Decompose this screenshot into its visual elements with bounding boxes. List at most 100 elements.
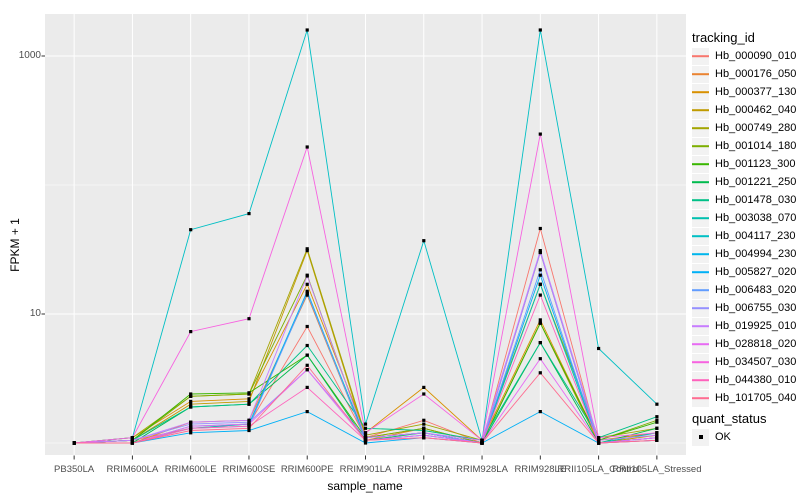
legend-key-line-icon (692, 353, 709, 371)
data-point (597, 441, 601, 445)
data-point (189, 402, 193, 406)
data-point (538, 250, 542, 255)
data-point (655, 433, 659, 437)
data-point (247, 402, 251, 406)
legend-key-line-icon (692, 101, 709, 119)
data-point (189, 431, 193, 435)
legend-key-line-icon (692, 299, 709, 317)
legend-series-entries: Hb_000090_010 Hb_000176_050 Hb_000377_130 H… (692, 47, 800, 407)
legend-entry-Hb_000462_040: Hb_000462_040 (692, 101, 800, 119)
legend-label: Hb_001123_300 (715, 158, 796, 170)
data-point (130, 438, 134, 442)
data-point (305, 324, 309, 329)
data-point (189, 228, 193, 232)
legend-key-point-icon (692, 428, 709, 446)
legend-label: Hb_001478_030 (715, 194, 797, 206)
legend-key-line-icon (692, 137, 709, 155)
x-tick-label-RRIM928LA: RRIM928LA (456, 464, 508, 475)
legend-entry-Hb_000377_130: Hb_000377_130 (692, 83, 800, 101)
data-point (305, 282, 309, 286)
legend-entry-Hb_004994_230: Hb_004994_230 (692, 245, 800, 263)
legend-label: Hb_005827_020 (715, 266, 797, 278)
legend-entry-Hb_028818_020: Hb_028818_020 (692, 335, 800, 353)
legend-entry-Hb_001123_300: Hb_001123_300 (692, 155, 800, 173)
data-point (422, 418, 426, 422)
legend-quant-status-title: quant_status (692, 411, 767, 426)
x-tick-label-PB350LA: PB350LA (54, 464, 95, 475)
legend-key-line-icon (692, 227, 709, 245)
legend-key-line-icon (692, 263, 709, 281)
data-point (480, 438, 484, 442)
data-point (655, 436, 659, 440)
data-point (247, 428, 251, 433)
data-point (305, 293, 309, 297)
data-point (655, 426, 659, 430)
x-tick-label-RRII105LA_Control: RRII105LA_Control (557, 464, 640, 475)
data-point (130, 441, 134, 445)
data-point (189, 330, 193, 334)
legend-label: Hb_001221_250 (715, 176, 797, 188)
legend-label: Hb_001014_180 (715, 140, 797, 152)
legend-label: Hb_019925_010 (715, 320, 797, 332)
legend-entry-Hb_003038_070: Hb_003038_070 (692, 209, 800, 227)
data-point (247, 418, 251, 422)
data-point (305, 343, 309, 348)
y-tick-label-1000: 1000 (18, 50, 41, 61)
x-axis-title: sample_name (327, 479, 403, 493)
data-point (305, 353, 309, 357)
data-point (422, 436, 426, 440)
data-point (189, 428, 193, 433)
data-point (189, 405, 193, 409)
legend-label: Hb_101705_040 (715, 392, 797, 404)
data-point (363, 433, 368, 437)
data-point (655, 420, 659, 424)
legend-key-line-icon (692, 47, 709, 65)
legend-key-line-icon (692, 335, 709, 353)
data-point (597, 346, 601, 351)
legend-entry-Hb_101705_040: Hb_101705_040 (692, 389, 800, 407)
data-point (597, 438, 601, 442)
data-point (422, 239, 426, 243)
data-point (422, 433, 426, 437)
legend-key-line-icon (692, 209, 709, 227)
legend-key-line-icon (692, 65, 709, 83)
legend-entry-Hb_019925_010: Hb_019925_010 (692, 317, 800, 335)
legend-entry-Hb_000749_280: Hb_000749_280 (692, 119, 800, 137)
x-tick-label-RRIM901LA: RRIM901LA (339, 464, 392, 475)
data-point (305, 274, 309, 278)
legend-label: Hb_034507_030 (715, 356, 797, 368)
data-point (363, 441, 368, 445)
data-point (247, 426, 251, 430)
data-point (305, 289, 309, 293)
legend-key-line-icon (692, 155, 709, 173)
legend-entry-quant-OK: OK (692, 428, 800, 446)
legend-entry-Hb_034507_030: Hb_034507_030 (692, 353, 800, 371)
data-point (247, 397, 251, 401)
data-point (247, 212, 251, 216)
data-point (189, 426, 193, 430)
data-point (247, 399, 251, 403)
legend-label: OK (715, 431, 731, 443)
data-point (538, 132, 542, 136)
data-point (363, 436, 368, 440)
data-point (422, 431, 426, 435)
legend-tracking-id-title: tracking_id (692, 30, 755, 45)
legend-entry-Hb_006483_020: Hb_006483_020 (692, 281, 800, 299)
data-point (189, 422, 193, 426)
data-point (422, 428, 426, 433)
data-point (538, 357, 542, 361)
x-tick-label-RRIM600LA: RRIM600LA (106, 464, 159, 475)
data-point (538, 268, 542, 272)
legend-entry-Hb_000176_050: Hb_000176_050 (692, 65, 800, 83)
legend-key-line-icon (692, 119, 709, 137)
data-point (655, 402, 659, 406)
data-point (247, 317, 251, 321)
data-point (538, 321, 542, 325)
data-point (189, 420, 193, 424)
data-point (538, 249, 542, 253)
legend-entry-Hb_006755_030: Hb_006755_030 (692, 299, 800, 317)
legend-label: Hb_000462_040 (715, 104, 797, 116)
data-point (189, 399, 193, 403)
data-point (305, 249, 309, 253)
